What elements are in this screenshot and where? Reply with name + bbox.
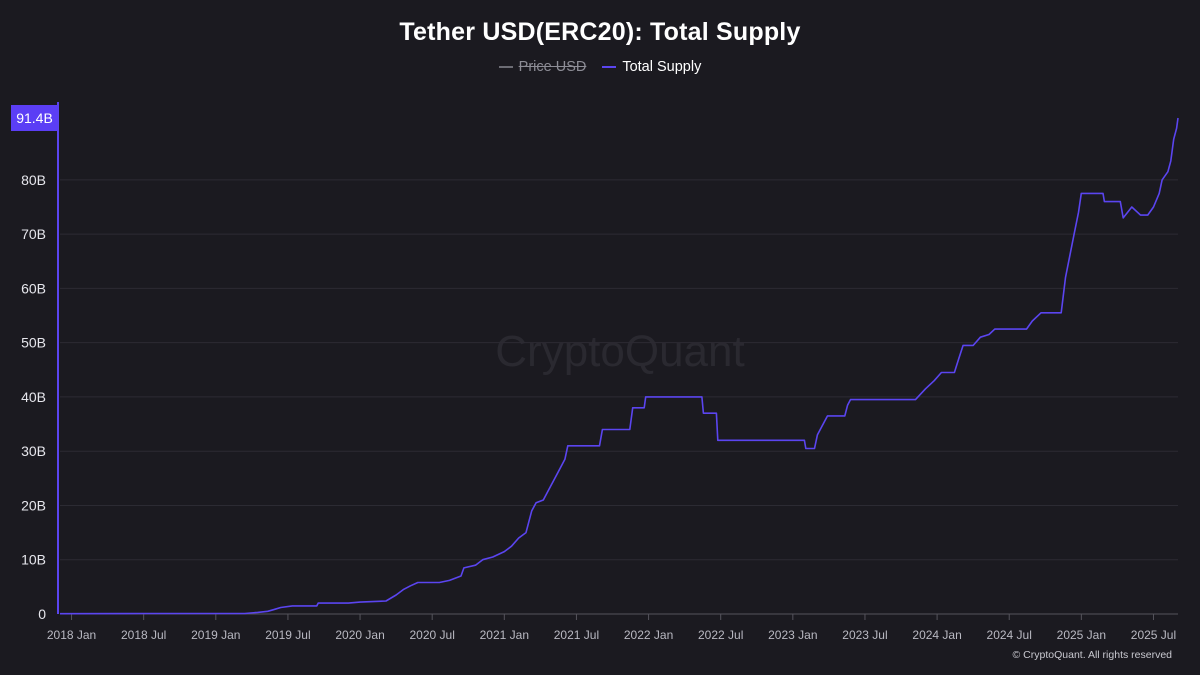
legend-item-price-usd[interactable]: Price USD [498,59,587,75]
x-tick-label: 2023 Jul [842,628,887,642]
y-axis: 0 10B 20B 30B 40B 50B 60B 70B 80B [21,102,59,622]
x-tick-label: 2025 Jul [1131,628,1176,642]
x-tick-label: 2019 Jul [265,628,310,642]
y-tick-label: 80B [21,172,46,188]
x-tick-label: 2018 Jan [47,628,96,642]
x-tick-label: 2020 Jul [409,628,454,642]
y-tick-label: 60B [21,280,46,296]
x-tick-label: 2025 Jan [1057,628,1106,642]
x-tick-label: 2018 Jul [121,628,166,642]
x-tick-label: 2022 Jul [698,628,743,642]
x-tick-label: 2023 Jan [768,628,817,642]
y-tick-label: 10B [21,552,46,568]
x-tick-label: 2024 Jul [987,628,1032,642]
copyright-text: © CryptoQuant. All rights reserved [1012,649,1172,661]
legend-swatch-total-supply [602,66,617,68]
chart-legend: Price USD Total Supply [0,59,1200,75]
current-value-marker: 91.4B [11,105,58,131]
legend-label-total-supply: Total Supply [622,59,702,75]
current-value-label: 91.4B [16,110,53,126]
x-tick-label: 2024 Jan [912,628,961,642]
y-tick-label: 30B [21,443,46,459]
series-line-total-supply[interactable] [59,117,1179,615]
y-tick-label: 40B [21,389,46,405]
y-tick-label: 20B [21,497,46,513]
x-tick-label: 2022 Jan [624,628,673,642]
legend-label-price-usd: Price USD [518,59,587,75]
grid-lines [60,179,1178,615]
legend-swatch-price-usd [498,66,513,68]
x-tick-label: 2020 Jan [335,628,384,642]
watermark: CryptoQuant [495,327,744,376]
legend-item-total-supply[interactable]: Total Supply [602,59,701,75]
chart-title: Tether USD(ERC20): Total Supply [399,18,801,46]
current-value-badge [11,105,58,131]
y-tick-label: 50B [21,335,46,351]
x-axis: 2018 Jan 2018 Jul 2019 Jan 2019 Jul 2020 Jan… [47,614,1176,642]
y-tick-label: 0 [38,606,46,622]
y-tick-label: 70B [21,226,46,242]
x-tick-label: 2019 Jan [191,628,240,642]
x-tick-label: 2021 Jul [554,628,599,642]
x-tick-label: 2021 Jan [480,628,529,642]
